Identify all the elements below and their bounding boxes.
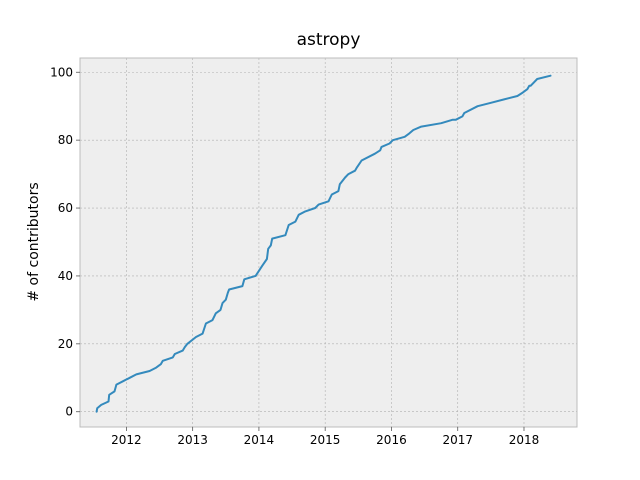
x-tick-label: 2016 bbox=[376, 433, 407, 447]
x-tick-label: 2018 bbox=[509, 433, 540, 447]
x-tick-label: 2017 bbox=[442, 433, 473, 447]
y-tick-label: 100 bbox=[50, 65, 73, 79]
plot-background bbox=[80, 58, 577, 427]
series-line bbox=[95, 74, 552, 413]
y-tick-label: 0 bbox=[65, 405, 73, 419]
y-tick-label: 20 bbox=[58, 337, 73, 351]
chart-title: astropy bbox=[296, 30, 361, 50]
x-tick-label: 2015 bbox=[310, 433, 341, 447]
x-tick-label: 2012 bbox=[111, 433, 142, 447]
x-tick-label: 2013 bbox=[177, 433, 208, 447]
y-tick-label: 40 bbox=[58, 269, 73, 283]
y-tick-label: 80 bbox=[58, 133, 73, 147]
x-tick-label: 2014 bbox=[244, 433, 275, 447]
y-tick-label: 60 bbox=[58, 201, 73, 215]
plot-frame bbox=[79, 57, 578, 428]
